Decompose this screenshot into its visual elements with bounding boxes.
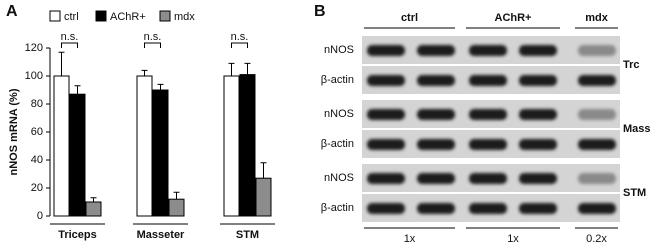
y-tick-label: 80 [31, 98, 43, 110]
significance-bracket [144, 42, 161, 48]
row-label: β-actin [321, 202, 354, 214]
annotation: n.s. [61, 31, 79, 43]
row-label: nNOS [324, 44, 354, 56]
blot-band [578, 139, 616, 150]
bar [69, 93, 86, 217]
fold-label: 1x [507, 233, 519, 245]
error-bar [90, 197, 97, 202]
bar [223, 75, 240, 217]
blot-band [417, 109, 455, 120]
row-label: nNOS [324, 108, 354, 120]
error-bar [58, 51, 65, 76]
tissue-label: Trc [623, 59, 640, 71]
row-label: β-actin [321, 74, 354, 86]
y-axis-label: nNOS mRNA (%) [8, 88, 20, 175]
fold-label: 0.2x [586, 233, 607, 245]
annotation: n.s. [231, 31, 249, 43]
tissue-label: Mass [623, 123, 650, 135]
blot-band [367, 75, 405, 86]
group-label: mdx [585, 12, 609, 24]
row-label: β-actin [321, 138, 354, 150]
blot-band [469, 139, 507, 150]
error-bar [244, 62, 251, 75]
blot-band [417, 139, 455, 150]
error-bar [173, 191, 180, 200]
x-tick-label: Triceps [58, 229, 97, 241]
blot-band [578, 109, 616, 120]
blot-band [469, 75, 507, 86]
legend-swatch [159, 10, 171, 22]
legend-label: AChR+ [110, 11, 146, 23]
panel-label: A [6, 3, 18, 20]
fold-label: 1x [404, 233, 416, 245]
x-tick-label: STM [236, 229, 259, 241]
group-label: ctrl [401, 12, 418, 24]
blot-band [519, 173, 557, 184]
bar [168, 198, 185, 217]
y-tick-label: 40 [31, 154, 43, 166]
blot-band [367, 203, 405, 214]
bar [53, 75, 70, 217]
bar [255, 177, 272, 217]
error-bar [157, 83, 164, 90]
blot-band [367, 139, 405, 150]
error-bar [74, 85, 81, 95]
blot-band [469, 173, 507, 184]
blot-band [367, 45, 405, 56]
blot-band [578, 75, 616, 86]
x-tick-label: Masseter [137, 229, 185, 241]
tissue-label: STM [623, 187, 646, 199]
legend-swatch [49, 10, 61, 22]
blot-band [469, 109, 507, 120]
error-bar [260, 162, 267, 179]
blot-band [367, 109, 405, 120]
significance-bracket [61, 42, 78, 48]
annotation: n.s. [144, 31, 162, 43]
blot-band [519, 109, 557, 120]
row-label: nNOS [324, 172, 354, 184]
blot-band [469, 203, 507, 214]
y-tick-label: 100 [25, 70, 43, 82]
legend-label: mdx [174, 11, 195, 23]
blot-band [417, 203, 455, 214]
blot-band [519, 139, 557, 150]
legend-swatch [95, 10, 107, 22]
blot-band [417, 75, 455, 86]
legend-label: ctrl [64, 11, 79, 23]
panel-label: B [314, 3, 326, 20]
blot-band [519, 45, 557, 56]
blot-band [469, 45, 507, 56]
y-tick-label: 120 [25, 42, 43, 54]
y-tick-label: 0 [37, 210, 43, 222]
significance-bracket [231, 42, 248, 48]
error-bar [141, 69, 148, 76]
blot-band [519, 75, 557, 86]
blot-band [578, 45, 616, 56]
group-label: AChR+ [495, 12, 532, 24]
blot-band [578, 173, 616, 184]
blot-band [417, 173, 455, 184]
bar [239, 74, 256, 217]
error-bar [228, 62, 235, 76]
y-tick-label: 20 [31, 182, 43, 194]
blot-band [367, 173, 405, 184]
bar [85, 201, 102, 217]
y-tick-label: 60 [31, 126, 43, 138]
bar [152, 89, 169, 217]
blot-band [519, 203, 557, 214]
blot-band [578, 203, 616, 214]
blot-band [417, 45, 455, 56]
bar [136, 75, 153, 217]
